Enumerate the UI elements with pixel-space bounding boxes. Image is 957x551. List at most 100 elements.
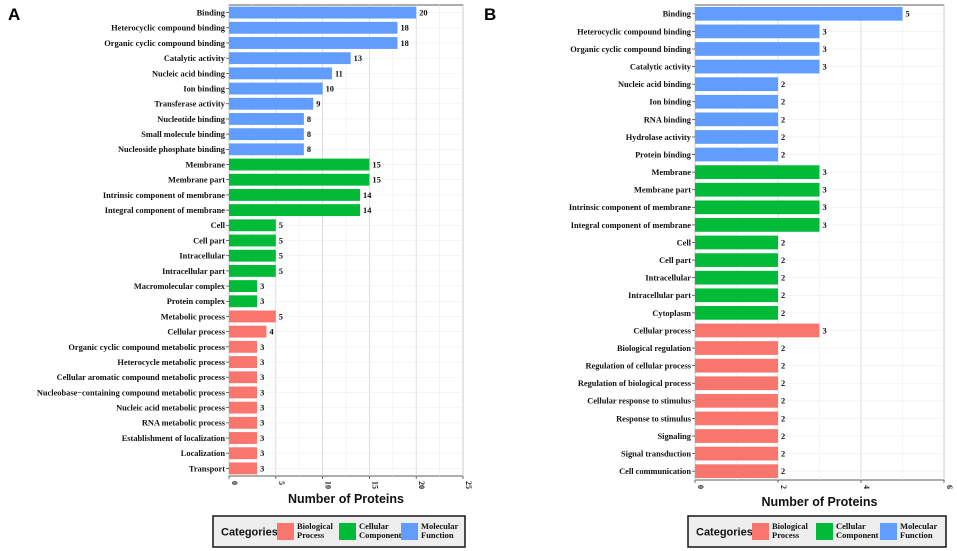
value-label: 3 [260,297,264,306]
category-label: Heterocycle metabolic process [117,358,225,367]
legend-label: Molecular [421,521,459,531]
bar [229,371,258,384]
bar [695,358,778,373]
category-label: Regulation of biological process [578,379,692,388]
bar [229,52,351,65]
category-label: Intracellular [179,252,225,261]
bar [695,147,778,162]
panel-a-letter: A [8,5,20,24]
bar [695,376,778,391]
category-label: Cell [677,238,692,247]
bar [229,432,258,444]
x-tick-label: 10 [324,481,333,489]
category-label: Membrane part [168,176,225,185]
value-label: 11 [335,69,343,78]
category-label: Catalytic activity [630,62,692,71]
value-label: 3 [260,419,264,428]
category-label: Integral component of membrane [571,221,692,230]
category-label: Cellular process [167,328,225,337]
bar [229,113,304,125]
value-label: 2 [781,309,785,318]
category-label: Nucleic acid binding [152,69,226,78]
x-tick-label: 0 [230,481,239,485]
value-label: 3 [823,203,827,212]
value-label: 15 [372,176,380,185]
legend-label: Biological [772,521,809,531]
value-label: 3 [823,221,827,230]
panel-b-letter: B [484,5,496,24]
category-label: Protein binding [635,150,692,159]
value-label: 14 [363,191,372,200]
bar [695,288,778,303]
category-label: Organic cyclic compound metabolic proces… [68,343,225,352]
bar [695,429,778,443]
category-label: Organic cyclic compound binding [104,39,226,48]
value-label: 2 [781,414,785,423]
category-label: Nucleic acid binding [618,80,692,89]
panel-b-value-labels: 5 3 3 3 2 2 2 2 2 3 3 3 3 2 2 2 2 2 3 2 2 2 2 2 2 2 2 [781,10,910,476]
bar [229,295,258,308]
bar [229,401,258,414]
value-label: 3 [260,282,264,291]
x-tick-label: 2 [779,485,788,489]
category-label: Membrane part [634,186,691,195]
bar [695,218,820,232]
legend-swatch [880,523,897,540]
bar [695,42,820,56]
value-label: 5 [279,236,283,245]
value-label: 3 [260,449,264,458]
value-label: 5 [279,312,283,321]
category-label: RNA binding [644,115,692,124]
category-label: Transport [189,464,225,473]
bar [695,6,903,21]
value-label: 3 [823,27,827,36]
value-label: 3 [823,62,827,71]
bar [695,464,778,479]
legend-label: Cellular [359,521,389,531]
legend-box [212,515,466,548]
bar [229,340,258,353]
value-label: 18 [400,24,408,33]
bar [229,356,258,368]
bar [229,37,398,49]
bar [695,235,778,250]
category-label: Macromolecular complex [134,282,226,291]
category-label: Response to stimulus [616,414,692,423]
legend-label: Process [297,530,325,540]
value-label: 5 [906,10,910,19]
legend-swatch [401,523,418,540]
bar [229,416,258,429]
bar [229,6,417,19]
value-label: 3 [260,464,264,473]
value-label: 2 [781,432,785,441]
x-tick-label: 4 [862,485,871,489]
value-label: 2 [781,238,785,247]
value-label: 13 [354,54,362,63]
value-label: 2 [781,362,785,371]
value-label: 8 [307,130,311,139]
category-label: Ion binding [183,84,225,93]
panel-b-category-labels: Binding Heterocyclic compound binding Orga… [569,10,695,476]
category-label: Intrinsic component of membrane [569,203,691,212]
category-label: Cell [211,221,226,230]
legend-swatch [816,523,833,540]
bar [229,82,323,95]
value-label: 3 [823,168,827,177]
bar [229,143,304,156]
bar [695,253,778,267]
bar [695,94,778,109]
panel-a-category-labels: Binding Heterocyclic compound binding Orga… [37,8,229,473]
panel-a-x-ticks: 0 5 10 15 20 25 [228,476,473,489]
legend-label: Component [359,530,402,540]
bar [229,280,258,293]
panel-b-bars [695,6,903,479]
value-label: 2 [781,397,785,406]
bar [695,323,820,338]
category-label: Organic cyclic compound binding [570,45,692,54]
value-label: 3 [823,186,827,195]
bar [695,341,778,355]
category-label: Binding [663,10,692,19]
value-label: 2 [781,98,785,107]
